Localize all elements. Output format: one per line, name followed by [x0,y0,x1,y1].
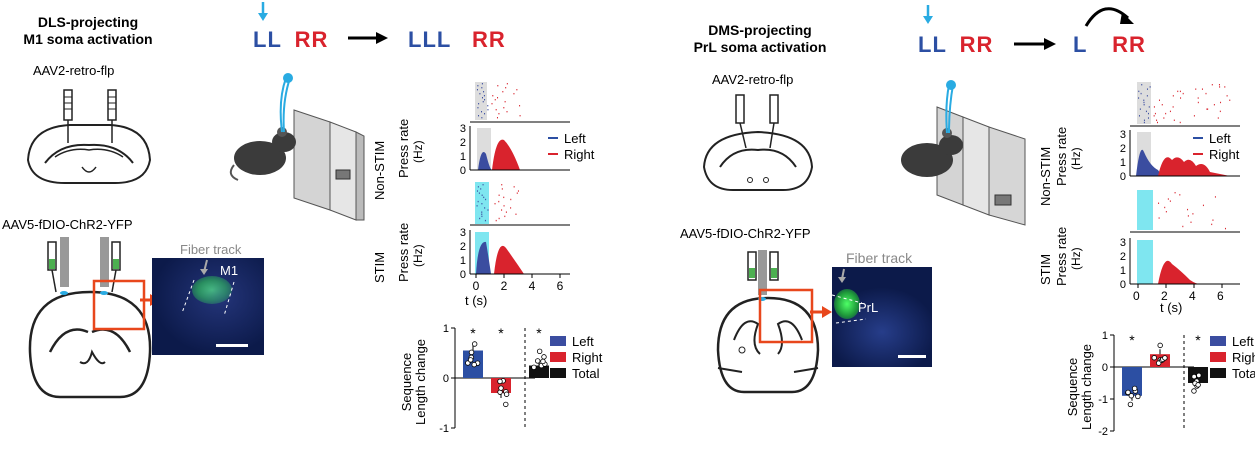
right-xtick-4: 4 [1189,289,1196,303]
left-fiber-track-label: Fiber track [180,242,242,257]
left-virus2-label: AAV5-fDIO-ChR2-YFP [2,217,133,232]
svg-text:1: 1 [1120,157,1126,169]
right-bar-chart: 1 0 -1 -2 * * [1098,330,1208,438]
significance-star: * [536,325,542,341]
right-orange-arrow-icon [810,306,832,318]
left-rate-legend: Left Right [548,130,594,162]
significance-star: * [1129,332,1135,348]
svg-text:2: 2 [1120,251,1126,263]
bar-ytick: 1 [443,323,449,335]
left-seq-after-l: LLL [408,27,451,52]
bar-ytick: -1 [439,423,449,435]
left-region-label: M1 [220,263,239,278]
right-brain-top [702,94,814,191]
bar-ytick: -1 [1098,394,1108,406]
right-region-label: PrL [858,300,879,315]
right-xtick-2: 2 [1161,289,1168,303]
left-brain-top [26,89,152,184]
left-seq-after-r: RR [472,27,506,52]
right-brain-bottom [716,250,820,394]
svg-text:6: 6 [557,279,564,293]
bar-left [1122,367,1142,396]
left-virus1-label: AAV2-retro-flp [33,63,115,78]
left-bar-legend: Left Right Total [550,333,602,381]
svg-text:3: 3 [1120,129,1126,141]
right-seq-arrow-icon [1014,38,1056,50]
left-seq-before-r: RR [294,27,329,52]
bar-ytick: -2 [1098,426,1108,438]
significance-star: * [1195,332,1201,348]
svg-text:2: 2 [460,241,466,253]
right-xlabel: t (s) [1160,300,1183,315]
left-title-line2: M1 soma activation [23,31,153,47]
significance-star: * [498,325,504,341]
svg-text:3: 3 [460,227,466,239]
right-virus2-label: AAV5-fDIO-ChR2-YFP [680,226,811,241]
svg-text:0: 0 [1120,171,1126,183]
svg-text:0: 0 [460,165,466,177]
left-title: DLS-projecting M1 soma activation [8,14,168,48]
right-light-arrow-icon [923,5,933,24]
right-xtick-0: 0 [1133,289,1140,303]
right-seq-after: L RR [1073,32,1146,57]
significance-star: * [470,325,476,341]
left-bar-chart: 1 0 -1 * * * [439,323,549,435]
right-virus1-label: AAV2-retro-flp [712,72,794,87]
left-bar-legend-left: Left [550,333,602,349]
left-bar-legend-total: Total [550,365,602,381]
left-histology-image: M1 [152,258,264,355]
svg-text:1: 1 [1120,265,1126,277]
left-syringe-icon-1 [63,89,73,143]
right-mouse-box-illustration [901,80,1026,226]
left-rate-legend-left: Left [548,130,594,146]
right-rate-legend: Left Right [1193,130,1239,162]
left-scale-bar [216,344,248,347]
left-rate-plots: 0 1 2 3 0 1 2 3 0 2 4 6 [460,82,570,293]
svg-text:4: 4 [529,279,536,293]
left-title-line1: DLS-projecting [37,14,139,30]
right-xtick-6: 6 [1217,289,1224,303]
right-seq-before: LL RR [918,32,994,57]
svg-text:1: 1 [460,151,466,163]
svg-text:2: 2 [1120,143,1126,155]
left-xlabel: t (s) [465,293,488,308]
svg-text:2: 2 [460,137,466,149]
left-rate-legend-right: Right [548,146,594,162]
svg-text:2: 2 [501,279,508,293]
left-raster-nonstim [476,83,521,119]
left-seq-before: LL RR [253,27,328,53]
svg-text:0: 0 [1120,279,1126,291]
right-bar-legend: Left Right Total [1210,333,1255,381]
right-fiber-track-label: Fiber track [846,250,913,266]
right-scale-bar [898,355,926,358]
svg-text:3: 3 [1120,237,1126,249]
svg-text:1: 1 [460,255,466,267]
right-histology-image: PrL [832,267,932,367]
left-mouse-box-illustration [229,73,365,221]
bar-ytick: 1 [1102,330,1108,342]
bar-ytick: 0 [443,373,449,385]
bar-ytick: 0 [1102,362,1108,374]
right-curved-arrow-icon [1084,7,1134,27]
left-light-arrow-icon [258,2,268,21]
right-title: DMS-projecting PrL soma activation [693,22,827,55]
svg-text:0: 0 [473,279,480,293]
left-seq-after: LLL RR [408,27,506,53]
right-rate-plots: 0 1 2 3 0 1 2 3 [1120,82,1240,291]
left-seq-before-l: LL [253,27,282,52]
left-syringe-icon-2 [107,89,117,143]
svg-text:3: 3 [460,123,466,135]
left-bar-legend-right: Right [550,349,602,365]
left-brain-bottom [28,237,152,399]
left-seq-arrow-icon [348,32,388,44]
svg-text:0: 0 [460,269,466,281]
